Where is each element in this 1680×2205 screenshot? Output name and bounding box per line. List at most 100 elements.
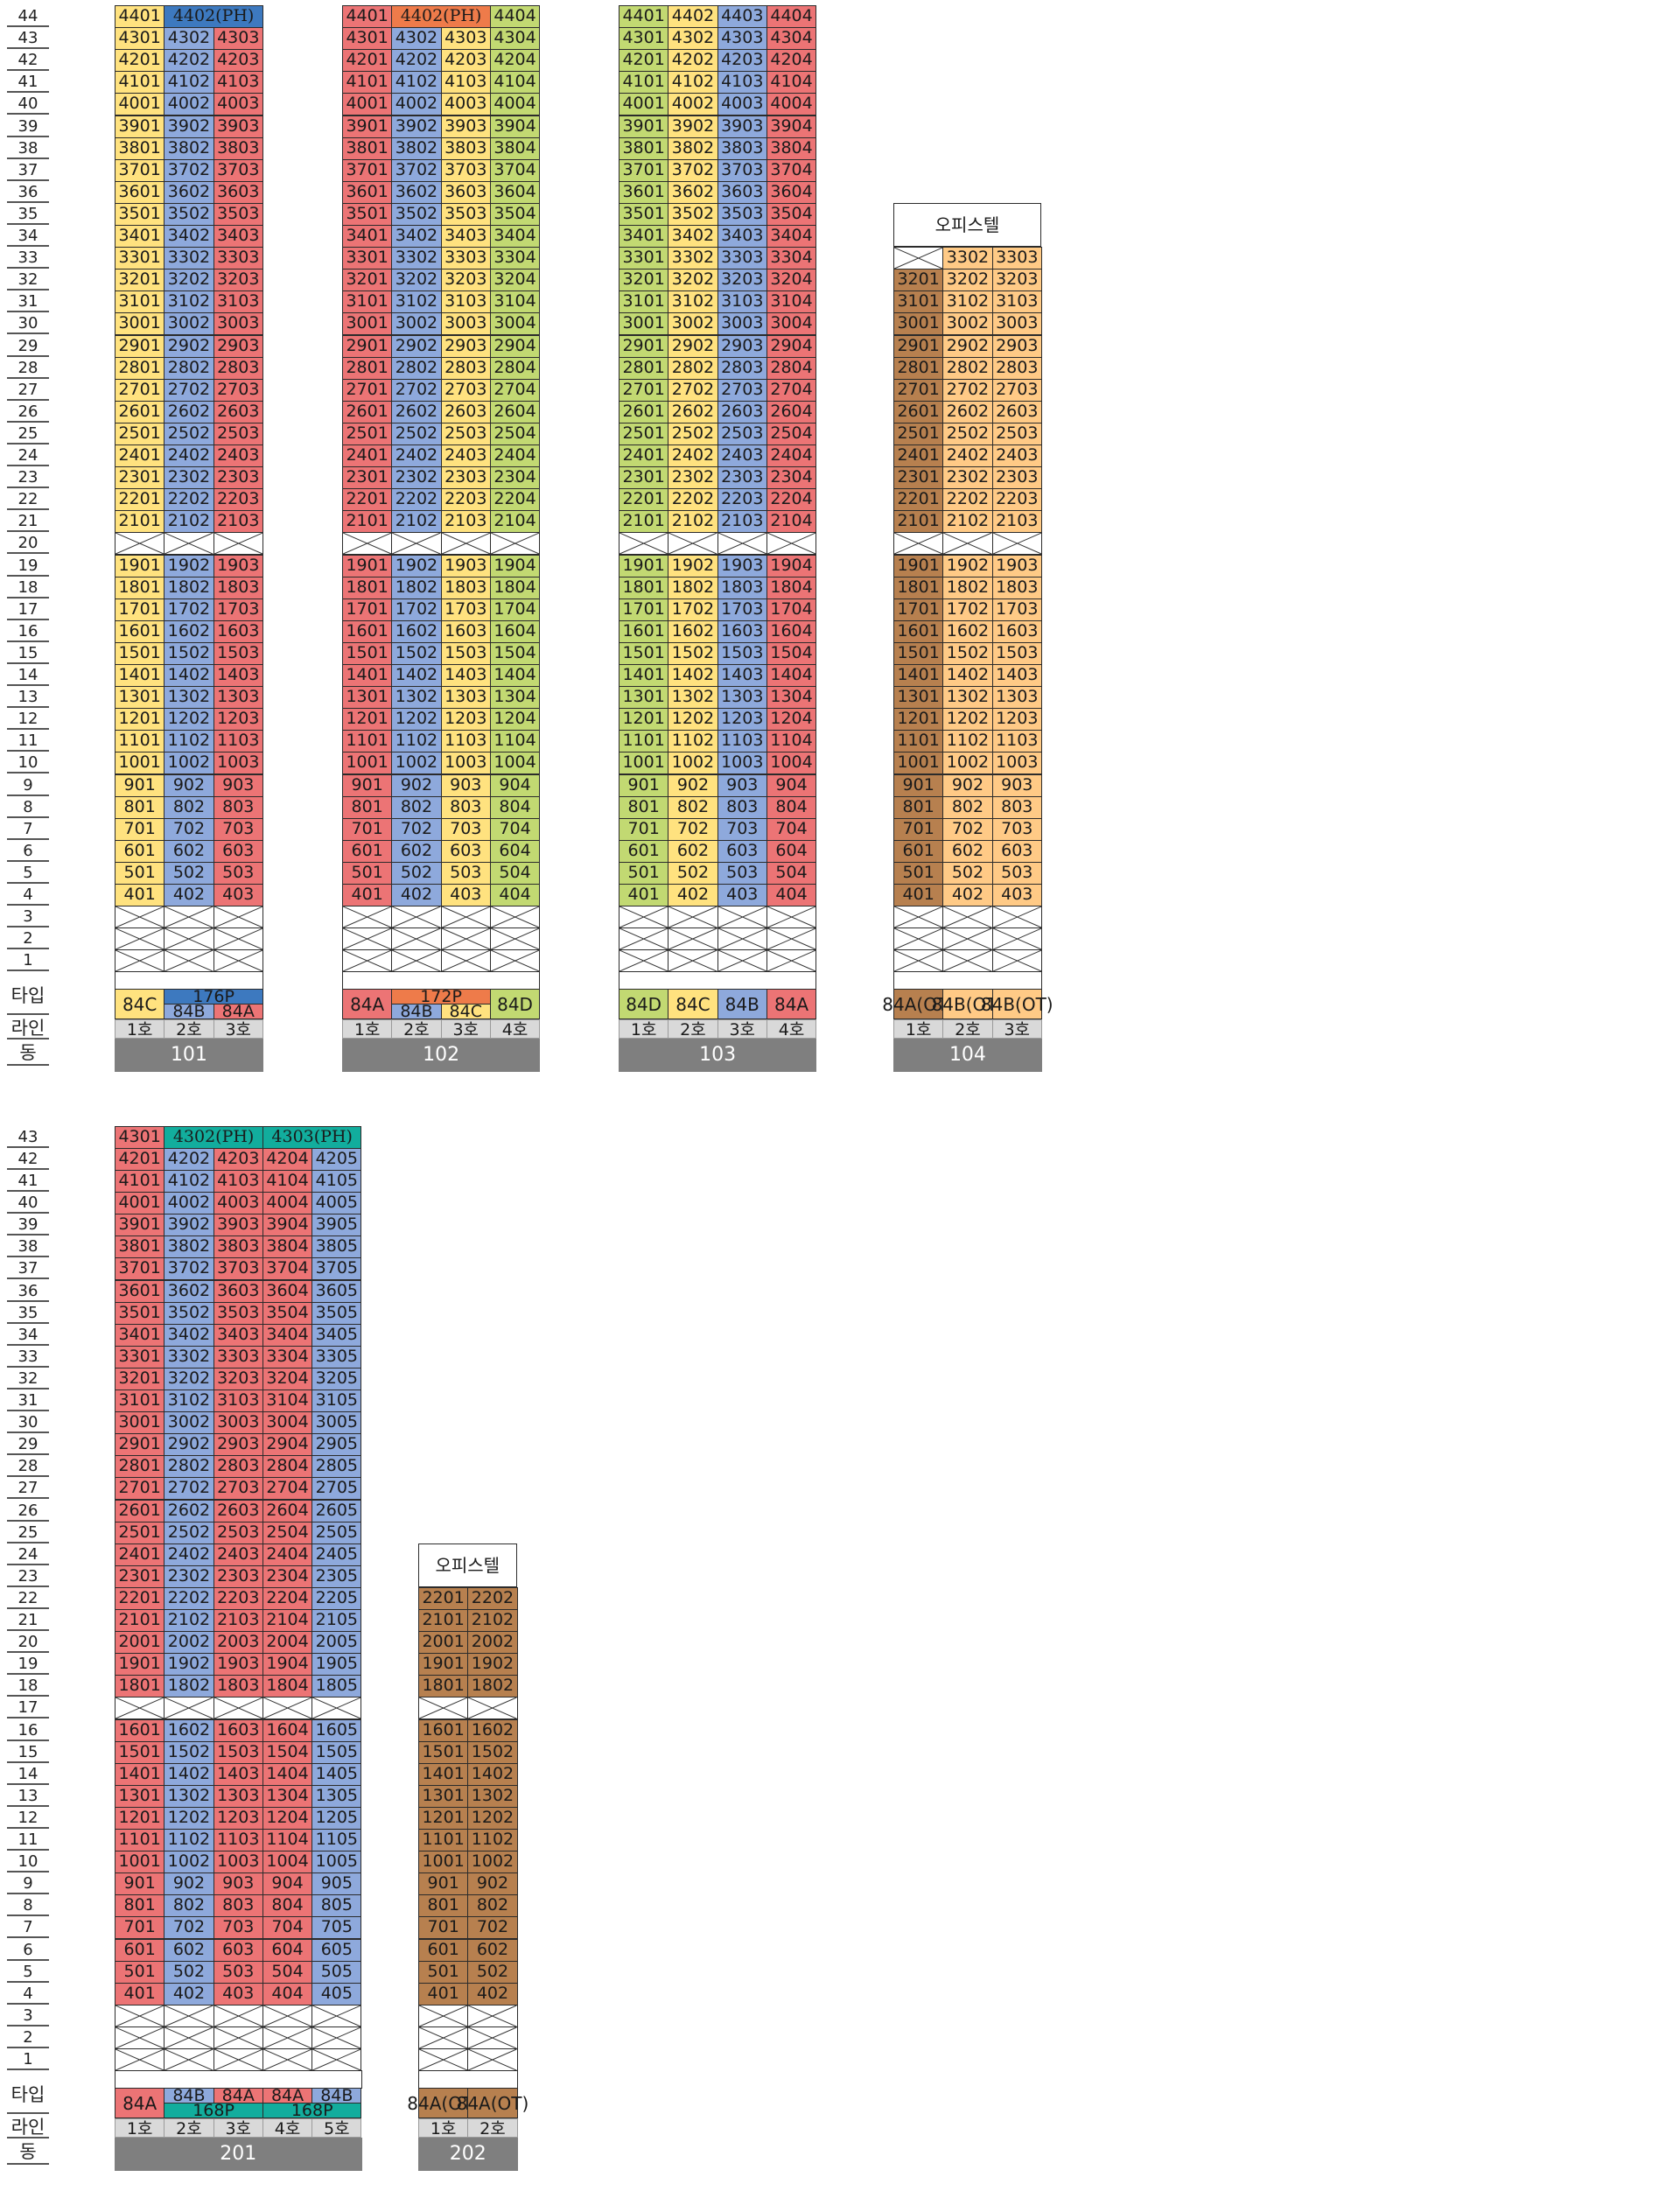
unit-cell: 1201	[342, 708, 393, 732]
unit-cell: 2804	[262, 1455, 313, 1479]
unit-cell: 1102	[164, 1829, 214, 1852]
unit-cell: 1703	[440, 598, 491, 621]
unit-cell: 1103	[991, 730, 1042, 753]
unit-cell: 705	[312, 1916, 362, 1940]
unit-cell: 2705	[312, 1477, 362, 1501]
unit-cell: 1703	[991, 598, 1042, 621]
unit-cell: 4204	[766, 49, 817, 73]
unit-cell: 803	[991, 795, 1042, 819]
unit-cell: 2303	[213, 466, 263, 490]
unit-cell: 2204	[489, 488, 541, 512]
unit-cell: 902	[668, 774, 718, 797]
cross-mark-icon	[164, 533, 213, 554]
unit-cell: 1103	[213, 730, 263, 753]
cross-mark-icon	[214, 928, 262, 949]
cross-mark-icon	[419, 2006, 467, 2026]
unit-cell: 2401	[619, 444, 669, 468]
empty-floor-cell	[991, 532, 1042, 556]
unit-cell: 3901	[619, 115, 669, 138]
floor-number: 43	[7, 27, 49, 50]
cross-mark-icon	[214, 2049, 262, 2070]
unit-cell: 3502	[164, 202, 214, 226]
unit-cell: 1503	[440, 641, 491, 665]
unit-cell: 1103	[440, 730, 491, 753]
empty-floor-cell	[489, 532, 541, 556]
unit-cell: 3503	[440, 202, 491, 226]
unit-cell: 3605	[312, 1279, 362, 1303]
unit-cell: 1301	[342, 686, 393, 710]
unit-cell: 3903	[213, 1214, 263, 1237]
unit-cell: 1402	[164, 1762, 214, 1786]
unit-cell: 1601	[115, 620, 165, 643]
unit-cell: 404	[489, 884, 541, 907]
unit-cell: 3205	[312, 1367, 362, 1390]
cross-mark-icon	[312, 2027, 360, 2048]
unit-cell: 4101	[342, 71, 393, 94]
unit-cell: 3504	[766, 202, 817, 226]
cross-mark-icon	[164, 928, 213, 949]
unit-cell: 3302	[391, 247, 442, 270]
unit-cell: 701	[619, 817, 669, 841]
unit-cell: 1602	[164, 620, 214, 643]
unit-cell: 2903	[213, 1433, 263, 1457]
floor-number: 43	[7, 1126, 49, 1148]
unit-cell: 2303	[440, 466, 491, 490]
floor-number: 1	[7, 2048, 49, 2071]
unit-cell: 2603	[991, 400, 1042, 424]
cross-mark-icon	[343, 928, 391, 949]
empty-floor-cell	[668, 928, 718, 951]
unit-cell: 704	[766, 817, 817, 841]
unit-cell: 2505	[312, 1521, 362, 1544]
unit-cell: 2802	[164, 356, 214, 380]
cross-mark-icon	[343, 906, 391, 928]
unit-cell: 2502	[668, 422, 718, 445]
unit-cell: 4402	[668, 5, 718, 29]
unit-cell: 2904	[766, 334, 817, 358]
unit-cell: 3103	[440, 290, 491, 314]
unit-cell: 1301	[619, 686, 669, 710]
empty-floor-cell	[440, 928, 491, 951]
floor-number: 40	[7, 93, 49, 116]
floor-number: 29	[7, 335, 49, 357]
floor-number: 33	[7, 247, 49, 270]
floor-number: 15	[7, 1741, 49, 1763]
unit-cell: 2704	[766, 378, 817, 402]
unit-cell: 3302	[942, 247, 993, 270]
unit-cell: 1803	[991, 576, 1042, 599]
unit-cell: 2101	[619, 510, 669, 534]
officetel-label: 오피스텔	[893, 203, 1041, 248]
unit-cell: 1803	[213, 1675, 263, 1698]
unit-cell: 2601	[619, 400, 669, 424]
unit-cell: 2503	[991, 422, 1042, 445]
floor-number: 36	[7, 1280, 49, 1302]
unit-cell: 601	[115, 839, 165, 863]
unit-cell: 1601	[893, 620, 944, 643]
cross-mark-icon	[442, 533, 490, 554]
empty-floor-cell	[312, 2048, 362, 2072]
unit-cell: 702	[164, 817, 214, 841]
unit-cell: 701	[418, 1916, 469, 1940]
unit-cell: 3505	[312, 1301, 362, 1325]
cross-mark-icon	[343, 950, 391, 971]
cross-mark-icon	[116, 2049, 164, 2070]
unit-cell: 1303	[440, 686, 491, 710]
unit-cell: 2804	[766, 356, 817, 380]
unit-cell: 4102	[391, 71, 442, 94]
unit-cell: 2302	[942, 466, 993, 490]
unit-cell: 3001	[115, 1411, 165, 1435]
unit-cell: 3604	[766, 180, 817, 204]
unit-cell: 1501	[342, 641, 393, 665]
unit-cell: 3804	[262, 1236, 313, 1259]
unit-cell: 3802	[164, 1236, 214, 1259]
unit-cell: 2302	[668, 466, 718, 490]
unit-cell: 2504	[766, 422, 817, 445]
unit-cell: 3601	[115, 180, 165, 204]
unit-cell: 2302	[391, 466, 442, 490]
unit-cell: 3004	[766, 312, 817, 336]
penthouse-unit: 4303(PH)	[262, 1125, 362, 1149]
unit-cell: 4103	[213, 71, 263, 94]
unit-cell: 3204	[262, 1367, 313, 1390]
unit-cell: 1404	[262, 1762, 313, 1786]
unit-cell: 1602	[467, 1718, 518, 1742]
unit-cell: 3701	[342, 158, 393, 182]
